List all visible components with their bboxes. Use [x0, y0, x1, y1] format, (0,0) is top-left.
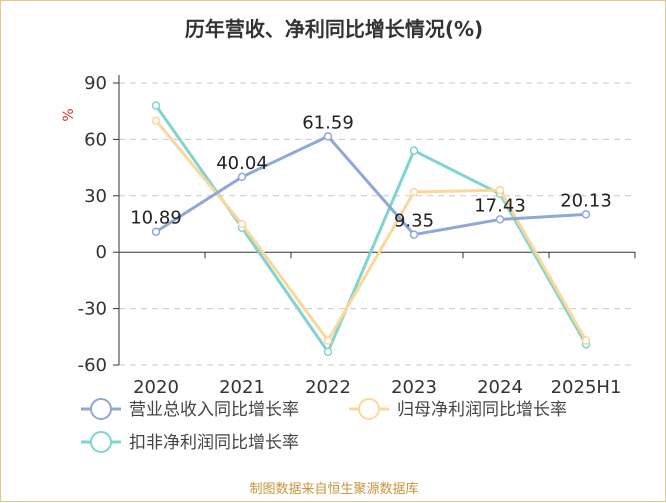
legend-label: 归母净利润同比增长率 — [397, 400, 567, 420]
x-tick-label: 2021 — [219, 377, 265, 398]
legend-label: 扣非净利润同比增长率 — [129, 433, 299, 453]
x-tick-label: 2020 — [133, 377, 179, 398]
data-point — [151, 116, 161, 125]
y-tick-label: 60 — [84, 129, 107, 150]
legend-label: 营业总收入同比增长率 — [129, 400, 299, 420]
legend-item-2[interactable]: 扣非净利润同比增长率 — [81, 431, 299, 453]
legend-marker — [90, 398, 112, 420]
data-point — [323, 132, 333, 141]
y-tick-label: -30 — [78, 299, 107, 320]
data-point — [323, 336, 333, 345]
series-line-1 — [154, 119, 588, 343]
y-tick-label: -60 — [78, 355, 107, 376]
data-labels: 10.89 40.04 61.59 9.35 17.43 20.13 — [130, 112, 612, 231]
data-point — [495, 185, 505, 195]
source-note: 制图数据来自恒生聚源数据库 — [249, 481, 418, 497]
legend-marker — [90, 431, 112, 453]
data-label: 10.89 — [130, 208, 182, 229]
axes — [113, 75, 636, 366]
gridlines — [119, 82, 635, 366]
legend-item-1[interactable]: 归母净利润同比增长率 — [349, 398, 567, 420]
y-tick-label: 90 — [84, 73, 107, 94]
data-point — [237, 219, 247, 229]
x-tick-label: 2024 — [477, 377, 523, 398]
data-label: 20.13 — [560, 190, 612, 211]
y-tick-labels: 90 60 30 0 -30 -60 — [78, 73, 107, 376]
data-label: 40.04 — [216, 153, 268, 174]
data-point — [151, 101, 161, 110]
data-point — [151, 227, 161, 236]
x-tick-label: 2023 — [391, 377, 437, 398]
series-line-0 — [155, 134, 587, 237]
x-tick-label: 2022 — [305, 377, 351, 398]
y-tick-label: 30 — [84, 186, 107, 207]
data-point — [409, 230, 419, 239]
series-lines — [151, 101, 591, 357]
data-point — [237, 172, 247, 182]
legend-item-0[interactable]: 营业总收入同比增长率 — [81, 398, 299, 420]
data-point — [409, 187, 419, 197]
chart-title: 历年营收、净利同比增长情况(%) — [185, 17, 483, 41]
data-point — [581, 336, 591, 345]
data-point — [495, 215, 505, 224]
data-point — [409, 146, 419, 155]
data-label: 9.35 — [394, 211, 434, 232]
y-axis-unit: % — [61, 108, 77, 121]
data-label: 17.43 — [474, 195, 526, 216]
x-tick-label: 2025H1 — [551, 377, 622, 398]
data-point — [323, 347, 333, 357]
x-tick-labels: 2020 2021 2022 2023 2024 2025H1 — [133, 377, 621, 398]
data-label: 61.59 — [302, 112, 354, 133]
data-point — [581, 210, 591, 219]
y-tick-label: 0 — [96, 242, 107, 263]
legend-marker — [358, 398, 380, 420]
